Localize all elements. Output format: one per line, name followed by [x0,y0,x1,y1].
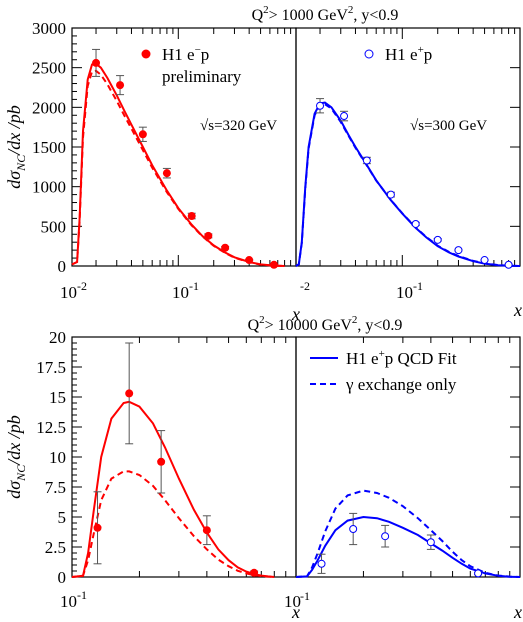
data-point-filled [221,243,230,252]
data-point-open [316,101,325,110]
data-point-filled [250,568,259,577]
data-point-open [340,112,349,121]
bottom-right-x-axis-title: x [513,602,522,622]
curve-qcd-fit [295,515,521,578]
y-tick-label: 500 [41,217,67,236]
bottom-y-axis-title: dσNC/dx /pb [4,415,28,498]
y-tick-label: 7.5 [45,478,66,497]
legend-label-eminus-p: H1 e−p [162,44,209,64]
tick-label-bottom-left-1e-1: 10-1 [60,588,87,611]
data-point-open [474,569,483,578]
data-point-filled [93,523,102,532]
top-y-axis-title: dσNC/dx /pb [4,105,28,188]
y-tick-label: 1500 [32,138,66,157]
curve-gamma-exchange [71,69,285,267]
legend-label-preliminary: preliminary [162,67,242,86]
panel-frame-bottom-left [71,336,297,578]
curve-gamma-exchange [295,489,521,578]
legend-label-gamma-exchange: γ exchange only [345,375,457,394]
data-point-open [411,219,420,228]
bottom-left-x-axis-title: x [291,602,300,622]
curve-qcd-fit [71,400,275,578]
annotation-sqrt-s-320: √s=320 GeV [200,118,277,134]
data-point-open [433,235,442,244]
data-point-open [504,260,513,269]
curve-gamma-exchange [295,103,521,267]
plot-layer: 0 500 1000 1500 2000 2500 3000 0 2.5 5 7.5 10 12.5 15… [32,19,521,587]
tick-label-top-left-1e-1: 10-1 [172,279,199,302]
data-point-open [381,532,390,541]
top-right-x-axis-title: x [513,300,522,320]
annotation-sqrt-s-300: √s=300 GeV [410,118,487,134]
tick-label-bottom-right-exp: -1 [300,589,310,603]
tick-label-top-right-1e-1: 10-1 [396,279,423,302]
data-point-open [454,246,463,255]
data-point-open [362,156,371,165]
data-point-filled [269,260,278,269]
data-point-filled [138,130,147,139]
y-tick-label: 20 [49,328,66,347]
top-title: Q2> 1000 GeV2, y<0.9 [252,4,399,24]
panel-frame-bottom-right [295,336,521,578]
y-tick-label: 15 [49,388,66,407]
legend-label-eplus-p: H1 e+p [385,44,432,64]
legend-top-right: H1 e+p [364,44,432,64]
y-tick-label: 3000 [32,19,66,38]
y-tick-label: 0 [58,568,67,587]
data-point-filled [245,256,254,265]
legend-marker-open [364,49,374,59]
tick-label-top-right-exp: -2 [300,279,310,293]
tick-label-bottom-mid-10: 10 [284,592,301,611]
top-left-x-axis-title: x [291,304,300,324]
data-point-filled [162,169,171,178]
y-tick-label: 2.5 [45,538,66,557]
data-point-filled [204,231,213,240]
y-tick-label: 2000 [32,98,66,117]
curve-qcd-fit [71,62,285,267]
legend-label-qcd-fit: H1 e+p QCD Fit [346,348,457,368]
y-tick-label: 0 [58,257,67,276]
data-point-open [386,190,395,199]
data-point-open [480,256,489,265]
curve-gamma-exchange [71,470,275,578]
y-tick-label: 10 [49,448,66,467]
y-tick-label: 5 [58,508,67,527]
data-point-open [317,559,326,568]
data-point-open [349,525,358,533]
data-point-filled [187,212,196,221]
y-tick-label: 2500 [32,59,66,78]
data-point-filled [125,389,134,398]
bottom-title: Q2> 10000 GeV2, y<0.9 [248,314,403,334]
y-tick-label: 12.5 [36,418,66,437]
data-point-open [426,538,435,547]
y-tick-label: 1000 [32,178,66,197]
legend-top-left: H1 e−p preliminary [141,44,242,86]
data-point-filled [202,526,211,535]
tick-label-top-left-1e-2: 10-2 [60,279,87,302]
data-point-filled [116,81,125,90]
data-point-filled [157,457,166,466]
data-point-filled [92,58,101,67]
legend-marker-filled [141,49,151,59]
legend-bottom-right: H1 e+p QCD Fit γ exchange only [310,348,457,394]
y-tick-label: 17.5 [36,358,66,377]
